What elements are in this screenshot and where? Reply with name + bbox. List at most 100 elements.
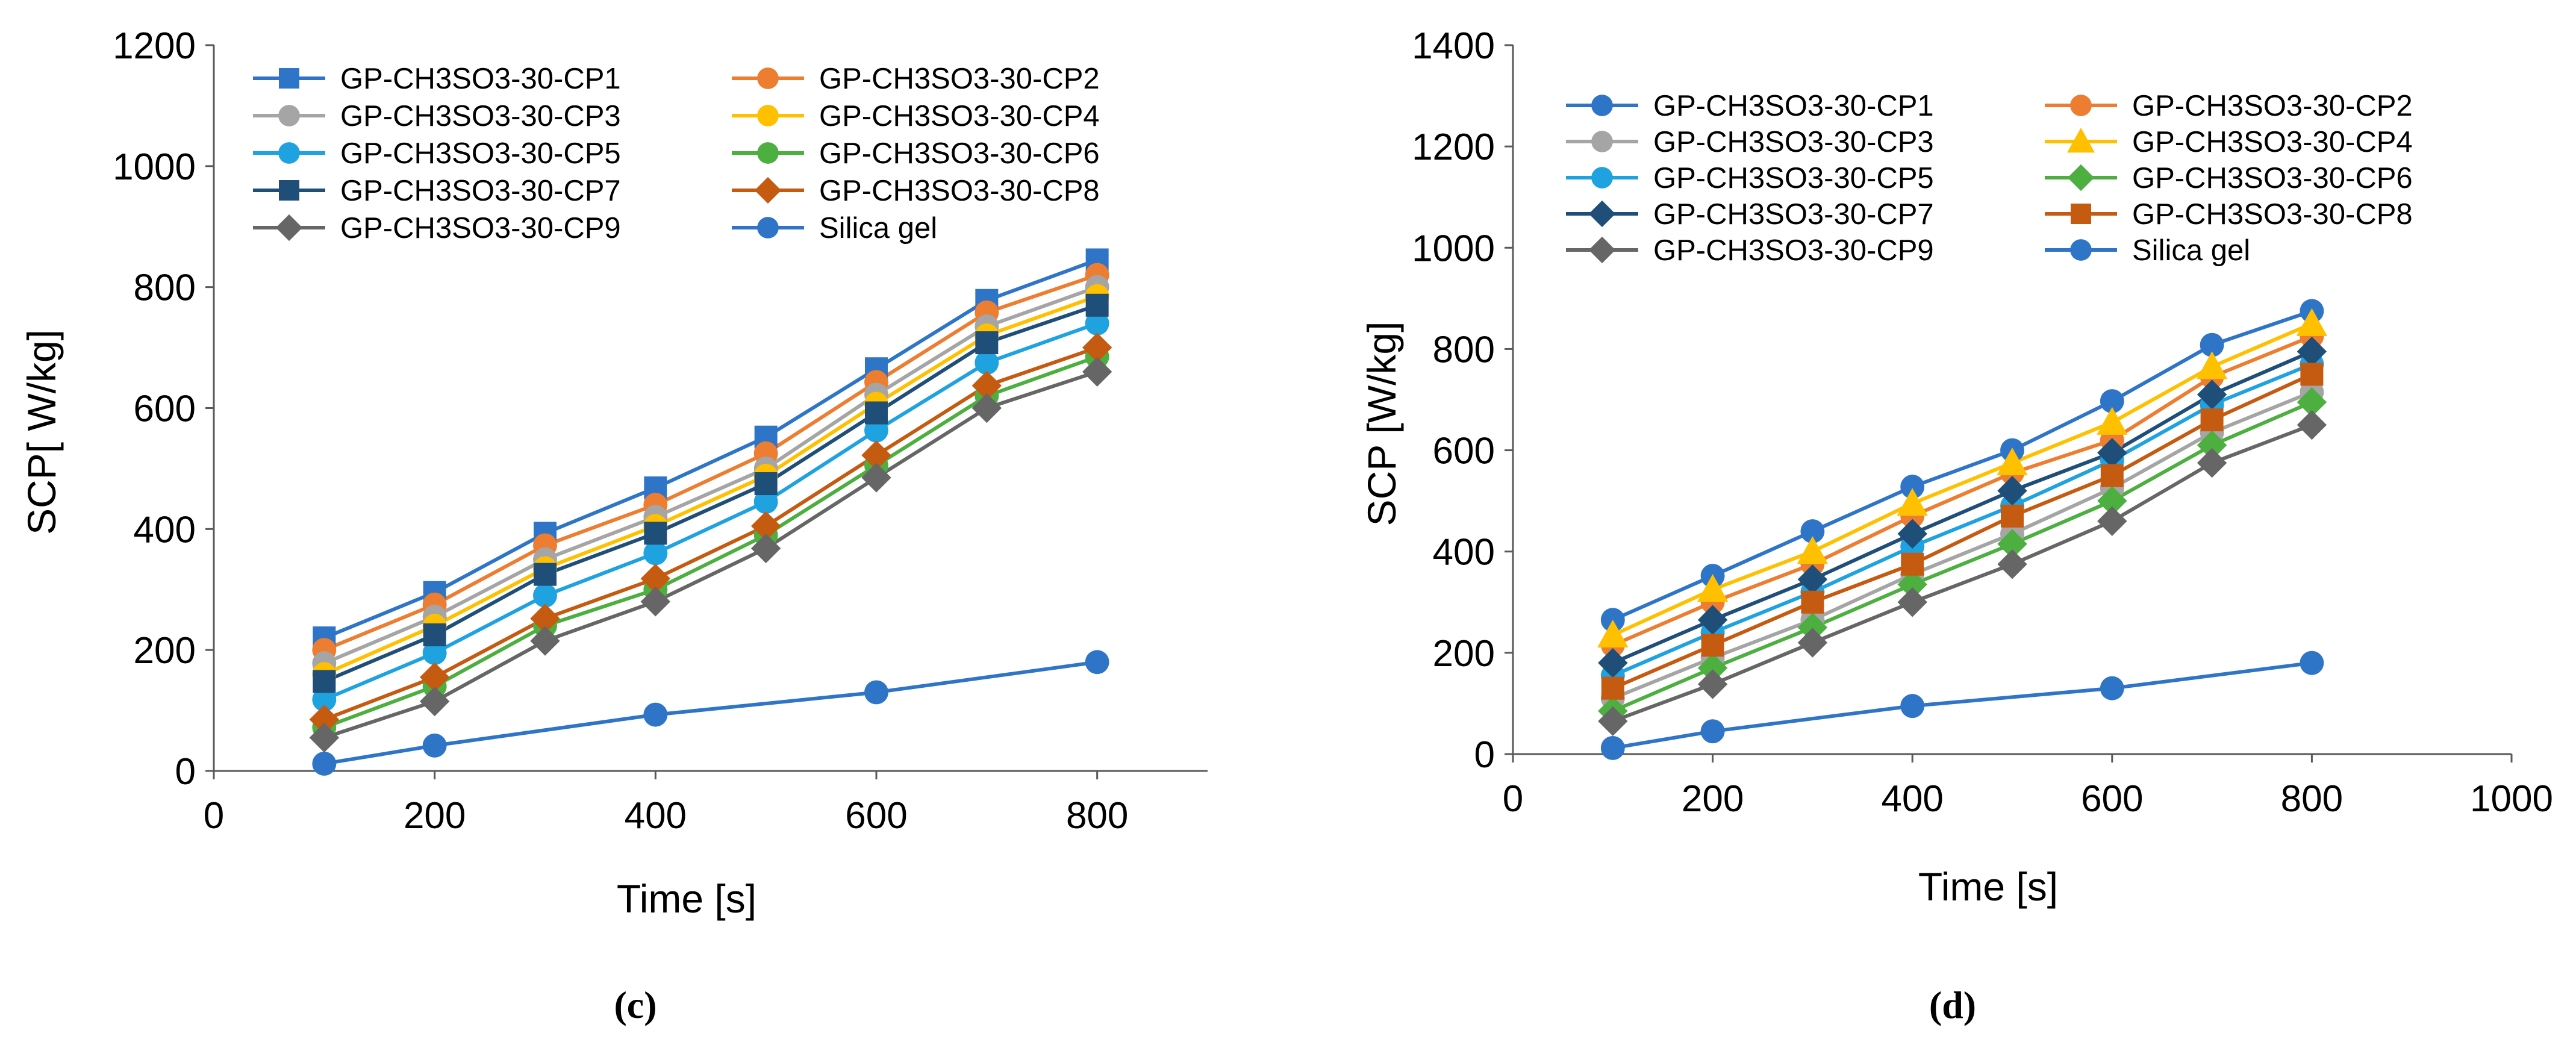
legend-marker	[279, 68, 299, 89]
data-point	[309, 723, 340, 753]
data-point	[533, 583, 557, 608]
series-line-6	[1612, 400, 2313, 713]
data-point	[2196, 351, 2228, 379]
legend-entry: Silica gel	[819, 212, 937, 245]
panel-label: (c)	[614, 984, 656, 1026]
y-tick-label: 1200	[1412, 126, 1495, 168]
data-point	[861, 440, 891, 470]
data-point	[1600, 735, 1625, 760]
data-point	[644, 522, 667, 545]
data-point	[2297, 387, 2327, 417]
data-point	[2200, 332, 2224, 357]
legend-marker	[757, 67, 779, 89]
data-point	[534, 563, 557, 586]
data-point	[2100, 464, 2124, 487]
legend-marker	[278, 105, 300, 126]
legend-marker	[1591, 95, 1613, 116]
data-point	[1897, 587, 1927, 617]
data-point	[313, 670, 336, 693]
data-point	[312, 687, 337, 712]
data-point	[1997, 447, 2028, 476]
data-point	[1897, 569, 1927, 600]
y-tick-label: 1200	[113, 25, 196, 67]
series-line-5	[323, 322, 1098, 702]
data-point	[975, 351, 999, 375]
legend-entry: GP-CH3SO3-30-CP5	[1653, 162, 1934, 195]
x-tick-label: 200	[1682, 778, 1744, 820]
y-tick-label: 800	[134, 267, 196, 309]
x-tick-label: 600	[2081, 778, 2143, 820]
y-tick-label: 800	[1433, 329, 1495, 370]
series-line-2	[323, 273, 1098, 652]
data-point	[1797, 613, 1828, 643]
series-line-1	[1612, 309, 2313, 622]
legend-entry: GP-CH3SO3-30-CP4	[2132, 126, 2413, 158]
y-axis-title: SCP[ W/kg]	[19, 329, 64, 535]
data-point	[1801, 590, 1824, 614]
legend-marker	[757, 217, 779, 239]
data-point	[2296, 308, 2328, 336]
data-point	[1085, 311, 1109, 335]
legend-marker	[1591, 131, 1613, 152]
y-tick-label: 600	[1433, 431, 1495, 472]
series-line-3	[1612, 390, 2313, 700]
y-tick-label: 400	[1433, 532, 1495, 573]
data-point	[750, 511, 781, 541]
x-tick-label: 400	[1881, 778, 1943, 820]
legend-entry: GP-CH3SO3-30-CP8	[819, 175, 1100, 207]
data-point	[1082, 332, 1112, 363]
data-point	[975, 331, 999, 355]
data-point	[1900, 694, 1925, 719]
series-line-4	[323, 294, 1098, 676]
data-point	[643, 702, 668, 727]
legend-marker	[1588, 236, 1616, 264]
data-point	[753, 490, 778, 514]
y-tick-label: 600	[134, 388, 196, 430]
data-point	[1601, 676, 1624, 700]
legend-marker	[2071, 204, 2091, 224]
data-point	[1797, 628, 1828, 658]
x-tick-label: 600	[845, 795, 907, 837]
data-point	[1901, 552, 1924, 576]
data-point	[1082, 357, 1112, 387]
data-point	[419, 662, 450, 693]
data-point	[1697, 574, 1729, 602]
x-tick-label: 1000	[2470, 778, 2553, 820]
legend-marker	[2067, 164, 2095, 192]
data-point	[2097, 407, 2128, 435]
chart-panel-d: 0 200 400 600 800 1000 0 200 400 600 800 1000 1200 14…	[1359, 25, 2553, 1026]
series-line-9	[1612, 423, 2313, 723]
legend-entry: GP-CH3SO3-30-CP5	[340, 137, 621, 170]
series-line-5	[1612, 362, 2313, 678]
legend-marker	[2070, 95, 2092, 116]
x-axis-title: Time [s]	[1918, 864, 2058, 909]
data-point	[530, 604, 560, 634]
data-point	[971, 370, 1002, 401]
data-point	[1697, 669, 1728, 699]
data-point	[971, 393, 1002, 423]
legend-entry: GP-CH3SO3-30-CP2	[2132, 90, 2413, 122]
legend: GP-CH3SO3-30-CP1 GP-CH3SO3-30-CP2 GP-CH3SO…	[1566, 90, 2413, 267]
legend-marker	[275, 214, 303, 242]
legend-entry: GP-CH3SO3-30-CP1	[340, 63, 621, 95]
data-point	[2300, 363, 2324, 386]
data-point	[643, 541, 668, 566]
data-point	[2097, 485, 2127, 516]
data-point	[2197, 430, 2227, 460]
legend: GP-CH3SO3-30-CP1 GP-CH3SO3-30-CP2 GP-CH3SO…	[253, 63, 1100, 245]
data-point	[754, 472, 778, 496]
legend-entry: Silica gel	[2132, 234, 2250, 267]
data-point	[1897, 519, 1927, 549]
legend-entry: GP-CH3SO3-30-CP4	[819, 100, 1100, 133]
data-point	[2097, 438, 2127, 468]
data-point	[1997, 476, 2027, 506]
y-tick-label: 1400	[1412, 25, 1495, 67]
data-point	[2297, 410, 2327, 440]
data-point	[1085, 650, 1109, 675]
series-line-6	[323, 355, 1098, 729]
data-point	[1697, 605, 1728, 635]
y-axis-title: SCP [W/kg]	[1359, 322, 1404, 526]
legend-marker	[2070, 239, 2092, 261]
x-tick-label: 0	[204, 795, 224, 837]
